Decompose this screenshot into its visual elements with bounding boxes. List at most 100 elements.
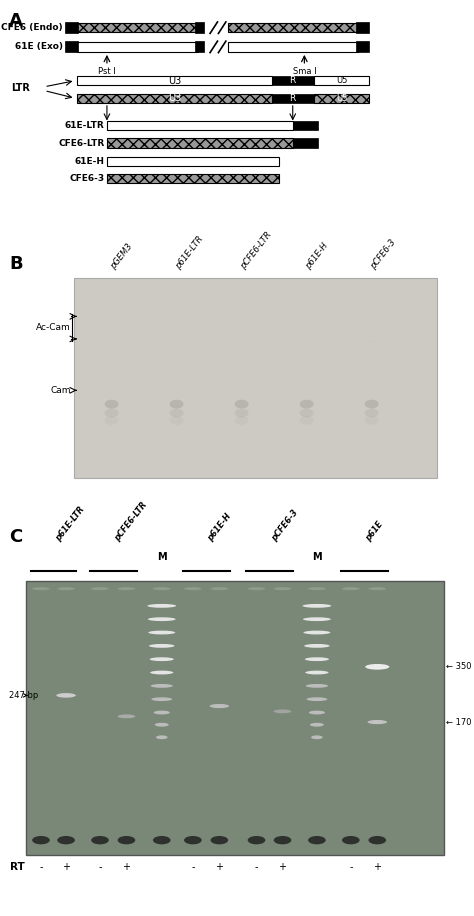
Ellipse shape — [368, 587, 386, 590]
Ellipse shape — [342, 836, 360, 845]
Ellipse shape — [151, 684, 173, 688]
Text: U5: U5 — [336, 93, 347, 103]
Ellipse shape — [235, 409, 248, 418]
Text: CFE6 (Endo): CFE6 (Endo) — [1, 23, 63, 32]
Text: RT: RT — [10, 862, 25, 872]
Text: 61E-LTR: 61E-LTR — [65, 121, 105, 130]
Ellipse shape — [352, 383, 391, 398]
Text: p61E-H: p61E-H — [304, 242, 330, 271]
Text: +: + — [62, 862, 70, 872]
Ellipse shape — [105, 416, 118, 425]
Ellipse shape — [363, 313, 381, 320]
Ellipse shape — [227, 385, 256, 396]
Text: p61E-LTR: p61E-LTR — [54, 505, 86, 543]
Ellipse shape — [234, 336, 249, 342]
Ellipse shape — [149, 644, 174, 648]
Text: Ac-Cam: Ac-Cam — [36, 323, 71, 333]
Ellipse shape — [365, 664, 389, 670]
Ellipse shape — [303, 617, 331, 621]
Ellipse shape — [235, 387, 248, 393]
Ellipse shape — [296, 335, 317, 343]
Ellipse shape — [369, 315, 374, 317]
Text: -: - — [255, 862, 258, 872]
Ellipse shape — [365, 399, 379, 409]
Ellipse shape — [91, 836, 109, 845]
Ellipse shape — [170, 387, 183, 393]
Bar — [65, 22, 78, 33]
Text: U5: U5 — [336, 76, 347, 85]
Ellipse shape — [367, 388, 376, 392]
Ellipse shape — [91, 587, 109, 590]
Ellipse shape — [165, 311, 188, 321]
Ellipse shape — [240, 338, 244, 340]
Ellipse shape — [368, 836, 386, 845]
Ellipse shape — [160, 333, 193, 345]
Ellipse shape — [295, 386, 319, 395]
Ellipse shape — [292, 311, 321, 322]
Text: U3: U3 — [168, 93, 181, 104]
Text: 61E-H: 61E-H — [74, 157, 105, 166]
Ellipse shape — [118, 714, 135, 718]
Ellipse shape — [170, 399, 183, 409]
Ellipse shape — [157, 383, 196, 398]
Ellipse shape — [164, 334, 189, 344]
Ellipse shape — [237, 388, 246, 392]
Text: U3: U3 — [168, 76, 181, 85]
Ellipse shape — [235, 399, 248, 409]
Bar — [314, 76, 369, 85]
Ellipse shape — [273, 710, 292, 714]
Ellipse shape — [273, 587, 292, 590]
Ellipse shape — [293, 333, 320, 344]
Ellipse shape — [294, 334, 319, 344]
Bar — [107, 138, 293, 147]
Ellipse shape — [300, 416, 314, 425]
Ellipse shape — [366, 337, 377, 341]
Bar — [195, 41, 204, 52]
Ellipse shape — [162, 333, 191, 344]
Ellipse shape — [302, 604, 331, 607]
Ellipse shape — [240, 389, 244, 391]
Ellipse shape — [357, 385, 386, 396]
Ellipse shape — [364, 313, 379, 320]
Ellipse shape — [236, 336, 248, 342]
Ellipse shape — [153, 836, 171, 845]
Ellipse shape — [248, 836, 265, 845]
Text: C: C — [9, 528, 23, 546]
Ellipse shape — [290, 310, 324, 323]
Ellipse shape — [362, 312, 382, 321]
Ellipse shape — [174, 389, 179, 391]
Ellipse shape — [298, 335, 315, 343]
Ellipse shape — [173, 337, 181, 341]
Text: ← 350 bp: ← 350 bp — [446, 662, 474, 671]
Bar — [293, 121, 319, 130]
Ellipse shape — [310, 723, 324, 726]
Bar — [26, 581, 444, 856]
Ellipse shape — [362, 387, 381, 394]
Bar — [314, 93, 369, 103]
Ellipse shape — [32, 836, 50, 845]
Bar — [228, 23, 358, 32]
Ellipse shape — [369, 338, 374, 340]
Ellipse shape — [95, 384, 128, 397]
Ellipse shape — [303, 338, 310, 340]
Ellipse shape — [102, 387, 121, 394]
Text: LTR: LTR — [11, 83, 30, 93]
Text: M: M — [157, 552, 166, 562]
Ellipse shape — [301, 337, 311, 341]
Ellipse shape — [305, 338, 308, 340]
Bar — [107, 157, 279, 166]
Ellipse shape — [305, 389, 309, 391]
Ellipse shape — [300, 409, 314, 418]
Ellipse shape — [156, 736, 167, 739]
Ellipse shape — [92, 383, 131, 398]
Text: +: + — [279, 862, 286, 872]
Ellipse shape — [238, 338, 245, 340]
Ellipse shape — [147, 604, 176, 607]
Ellipse shape — [154, 711, 170, 714]
Bar — [293, 138, 319, 147]
Ellipse shape — [307, 697, 328, 701]
Ellipse shape — [172, 388, 181, 392]
Text: pGEM3: pGEM3 — [109, 242, 135, 271]
Ellipse shape — [303, 630, 330, 635]
Bar — [107, 174, 279, 183]
